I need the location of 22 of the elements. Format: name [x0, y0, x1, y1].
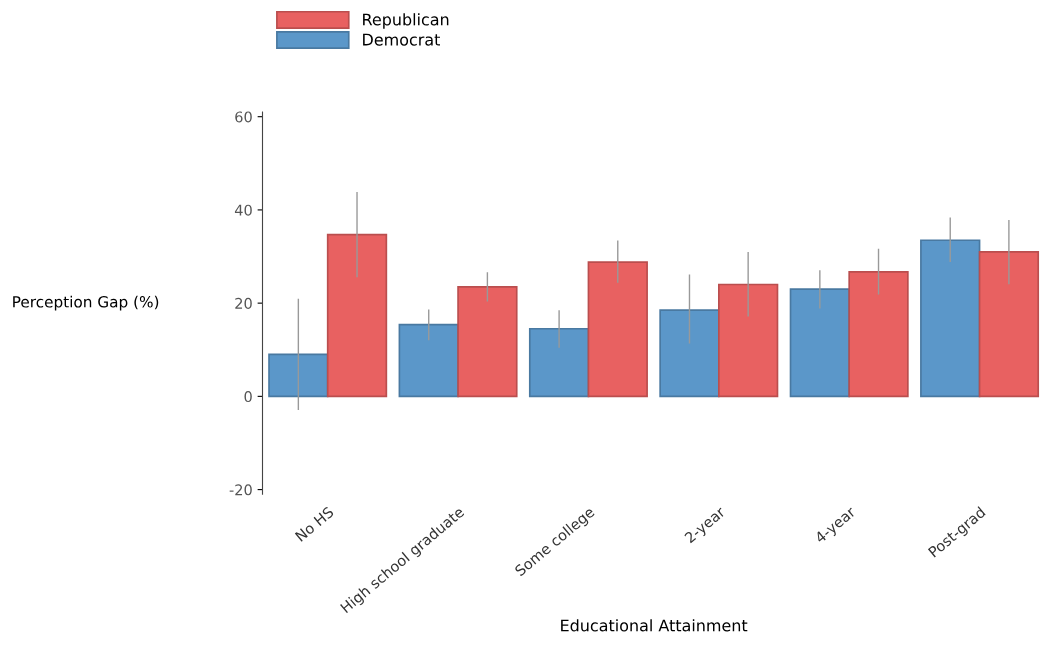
bar	[268, 353, 329, 398]
bar	[978, 251, 1040, 398]
bar	[528, 327, 590, 398]
bar	[848, 271, 909, 398]
y-tick-label: 60	[235, 111, 252, 123]
bar	[587, 261, 648, 398]
y-tick-label: -20	[229, 484, 252, 496]
y-axis-title: Perception Gap (%)	[13, 295, 159, 311]
bar	[659, 309, 720, 398]
legend-label: Republican	[363, 13, 449, 29]
bar	[789, 288, 851, 398]
bar	[920, 239, 981, 398]
bar	[457, 285, 518, 398]
y-tick-label: 40	[234, 204, 252, 216]
y-tick-label: 20	[235, 297, 252, 309]
bar	[717, 283, 779, 398]
x-tick-label: No HS	[294, 506, 335, 542]
legend-label: Democrat	[363, 33, 440, 46]
x-axis-title: Educational Attainment	[561, 619, 748, 632]
y-tick-label: 0	[244, 391, 252, 403]
bar	[398, 323, 459, 398]
bar	[326, 233, 388, 398]
